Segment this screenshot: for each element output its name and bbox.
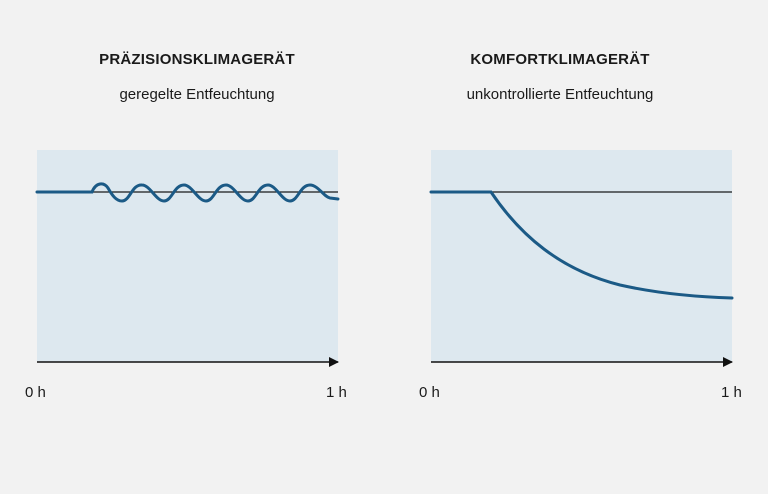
right-plot-area: [431, 150, 732, 362]
left-panel-subtitle: geregelte Entfeuchtung: [119, 86, 275, 103]
left-panel-title: PRÄZISIONSKLIMAGERÄT: [99, 51, 295, 68]
right-uncontrolled-curve: [429, 190, 734, 300]
right-panel-title: KOMFORTKLIMAGERÄT: [470, 51, 650, 68]
left-plot-area: [37, 150, 338, 362]
left-plot: [35, 150, 340, 367]
left-regulated-curve: [35, 182, 340, 203]
left-x-start-label: 0 h: [25, 384, 46, 401]
right-panel-subtitle: unkontrollierte Entfeuchtung: [466, 86, 654, 103]
right-x-start-label: 0 h: [419, 384, 440, 401]
right-plot: [429, 150, 734, 367]
right-x-end-label: 1 h: [721, 384, 742, 401]
left-x-end-label: 1 h: [326, 384, 347, 401]
